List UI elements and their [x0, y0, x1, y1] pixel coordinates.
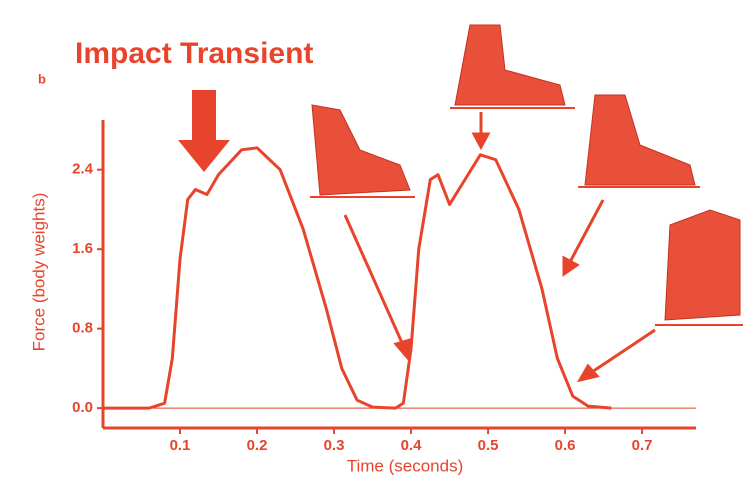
x-tick-label: 0.4 [401, 437, 423, 454]
x-tick-label: 0.5 [478, 437, 499, 454]
y-tick-label: 1.6 [72, 240, 93, 257]
x-axis-label: Time (seconds) [347, 456, 464, 475]
y-tick-label: 2.4 [72, 161, 94, 178]
chart-title: Impact Transient [75, 37, 313, 70]
x-tick-label: 0.1 [170, 437, 191, 454]
foot-illustrations [312, 25, 740, 320]
x-tick-label: 0.2 [247, 437, 268, 454]
y-tick-label: 0.0 [72, 399, 93, 416]
x-tick-label: 0.6 [555, 437, 576, 454]
chart: Impact Transient b Time (seconds) Force … [0, 0, 743, 482]
impact-arrow [178, 90, 230, 172]
x-tick-label: 0.7 [632, 437, 653, 454]
panel-label: b [38, 71, 46, 86]
x-tick-label: 0.3 [324, 437, 345, 454]
y-axis-label: Force (body weights) [29, 193, 48, 352]
y-tick-label: 0.8 [72, 320, 93, 337]
